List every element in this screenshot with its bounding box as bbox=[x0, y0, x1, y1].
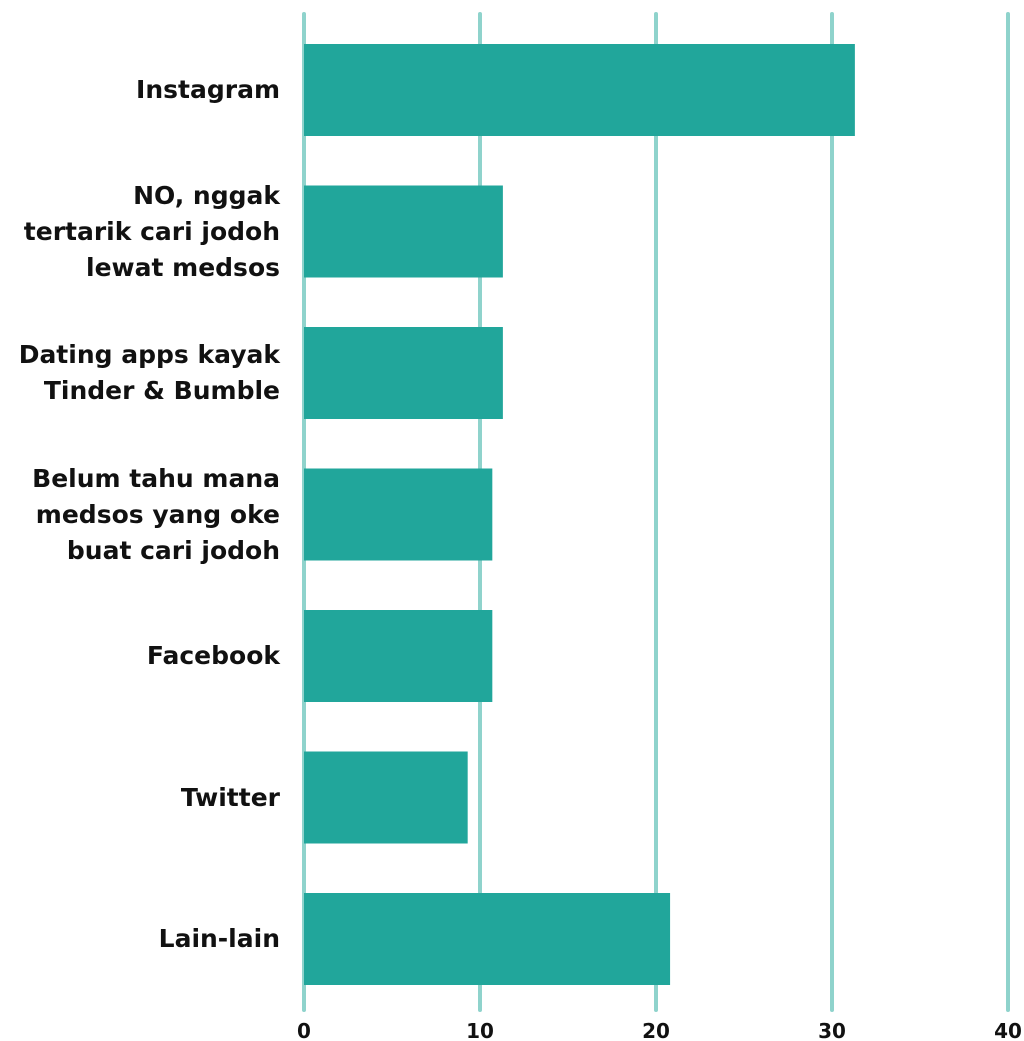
bar bbox=[304, 327, 503, 419]
y-tick-label: NO, nggak tertarik cari jodoh lewat meds… bbox=[23, 180, 280, 282]
y-tick-label: Dating apps kayak Tinder & Bumble bbox=[18, 340, 280, 405]
x-tick-label: 30 bbox=[818, 1019, 846, 1041]
bar bbox=[304, 751, 468, 844]
y-tick-label: Belum tahu mana medsos yang oke buat car… bbox=[32, 463, 280, 565]
y-tick-label: Twitter bbox=[180, 782, 280, 812]
y-tick-label: Facebook bbox=[146, 641, 280, 670]
x-tick-label: 0 bbox=[297, 1019, 311, 1041]
bar bbox=[304, 893, 671, 985]
y-tick-label: Lain-lain bbox=[158, 924, 280, 953]
x-tick-label: 10 bbox=[466, 1019, 494, 1041]
y-tick-label: Instagram bbox=[136, 75, 280, 104]
bar bbox=[304, 185, 503, 278]
bar bbox=[304, 468, 493, 561]
bar bbox=[304, 610, 493, 702]
x-tick-label: 40 bbox=[994, 1019, 1022, 1041]
x-tick-label: 20 bbox=[642, 1019, 670, 1041]
bar bbox=[304, 44, 855, 136]
